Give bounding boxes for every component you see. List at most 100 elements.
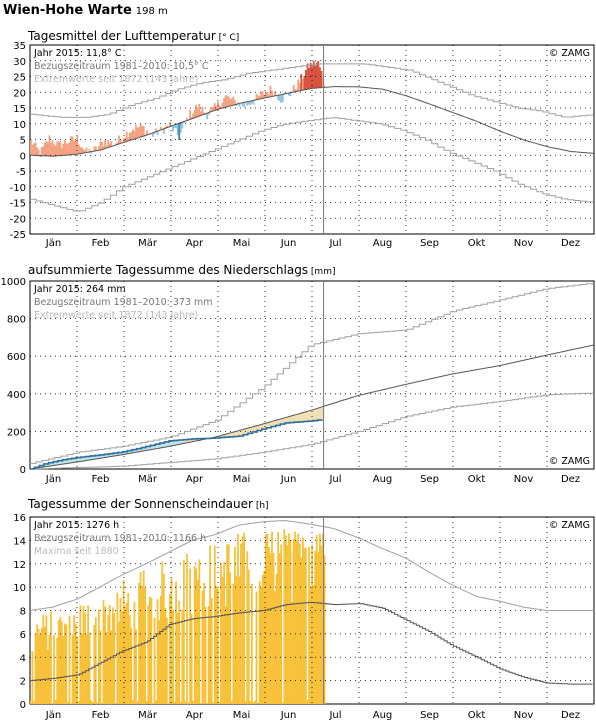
- precip-deficit-area: [184, 406, 324, 444]
- sunshine-bar: [84, 612, 86, 704]
- sunshine-bar: [128, 615, 131, 704]
- plot-frame: [29, 280, 595, 470]
- warm-anomaly-bar: [99, 141, 102, 151]
- x-tick-label: Jun: [280, 710, 297, 721]
- warm-anomaly-bar: [260, 92, 263, 99]
- warm-anomaly-bar: [305, 70, 307, 90]
- sunshine-bar: [53, 635, 55, 704]
- warm-anomaly-bar: [229, 99, 232, 107]
- y-tick-label: 800: [7, 315, 26, 326]
- sunshine-bar: [90, 700, 93, 704]
- warm-anomaly-bar: [274, 91, 276, 97]
- warm-anomaly-bar: [74, 140, 77, 155]
- sunshine-bar: [60, 621, 63, 704]
- x-tick-label: Mär: [138, 238, 158, 249]
- cold-anomaly-bar: [176, 124, 179, 136]
- warm-anomaly-bar: [196, 108, 199, 117]
- sunshine-bar: [244, 701, 247, 704]
- cold-anomaly-bar: [247, 101, 250, 105]
- sunshine-bar: [241, 536, 244, 704]
- y-tick-label: 20: [13, 88, 26, 99]
- sunshine-bar: [54, 700, 57, 704]
- warm-anomaly-bar: [257, 95, 259, 100]
- sunshine-bar: [312, 584, 315, 704]
- sunshine-bar: [183, 560, 185, 704]
- warm-anomaly-bar: [232, 96, 235, 106]
- y-tick-label: 14: [13, 536, 26, 547]
- sunshine-bar: [281, 702, 284, 704]
- y-tick-label: 12: [13, 560, 26, 571]
- warm-anomaly-bar: [36, 147, 39, 156]
- warm-anomaly-bar: [319, 67, 321, 88]
- sunshine-bar: [136, 701, 139, 704]
- precip-surplus-area: [30, 437, 213, 469]
- sunshine-bar: [76, 637, 79, 704]
- sunshine-bar: [40, 628, 43, 704]
- sunshine-bar: [173, 702, 176, 704]
- cold-anomaly-bar: [39, 155, 42, 157]
- x-tick-label: Jän: [45, 710, 61, 721]
- x-tick-label: Dez: [561, 238, 580, 249]
- sunshine-bar: [193, 565, 196, 704]
- warm-anomaly-bar: [62, 143, 65, 156]
- sunshine-bar: [71, 634, 74, 704]
- y-tick-label: 16: [13, 513, 26, 524]
- warm-anomaly-bar: [93, 146, 96, 152]
- warm-anomaly-bar: [84, 150, 86, 153]
- sunshine-bar: [166, 617, 168, 704]
- cold-anomaly-bar: [241, 102, 244, 106]
- cold-anomaly-bar: [280, 94, 283, 103]
- sunshine-bar: [272, 553, 275, 704]
- sunshine-bar: [246, 551, 249, 704]
- sunshine-bar: [107, 615, 110, 704]
- warm-anomaly-bar: [264, 92, 267, 98]
- cold-anomaly-bar: [156, 131, 159, 136]
- warm-anomaly-bar: [56, 141, 59, 156]
- y-tick-label: -20: [10, 214, 26, 225]
- y-tick-label: 10: [13, 583, 26, 594]
- x-tick-label: Mai: [233, 710, 251, 721]
- sunshine-bar: [201, 590, 204, 704]
- sunshine-bar: [286, 545, 289, 704]
- warm-anomaly-bar: [125, 131, 128, 142]
- cold-anomaly-bar: [187, 120, 190, 121]
- sunshine-bar: [91, 702, 94, 704]
- warm-anomaly-bar: [203, 112, 205, 115]
- warm-anomaly-bar: [312, 60, 315, 89]
- legend: Jahr 2015: 1276 h Bezugszeitraum 1981–201…: [33, 520, 206, 557]
- warm-anomaly-bar: [292, 85, 295, 93]
- warm-anomaly-bar: [88, 148, 91, 153]
- sunshine-bar: [311, 544, 313, 704]
- sunshine-bar: [238, 576, 241, 704]
- sunshine-bar: [79, 605, 82, 704]
- warm-anomaly-bar: [116, 142, 119, 145]
- sunshine-bar: [51, 703, 54, 704]
- x-tick-label: Jul: [328, 474, 341, 485]
- sunshine-bar: [186, 554, 188, 704]
- cold-anomaly-bar: [158, 130, 161, 132]
- sunshine-bar: [169, 594, 171, 704]
- y-tick-label: 30: [13, 57, 26, 68]
- sunshine-bar: [215, 585, 218, 704]
- sunshine-bar: [50, 611, 52, 704]
- warm-anomaly-bar: [317, 60, 320, 88]
- sunshine-bar: [249, 700, 252, 704]
- sunshine-bar: [65, 624, 68, 704]
- sunshine-bar: [36, 624, 38, 704]
- y-tick-label: 8: [20, 607, 26, 618]
- sunshine-bar: [275, 573, 278, 704]
- y-tick-label: 0: [20, 700, 26, 711]
- climate-mean-line: [29, 344, 595, 470]
- warm-anomaly-bar: [258, 96, 261, 100]
- sunshine-bar: [124, 606, 127, 704]
- sunshine-bar: [159, 595, 162, 704]
- sunshine-bar: [30, 700, 32, 704]
- sunshine-bar: [315, 535, 318, 704]
- station-title: Wien-Hohe Warte 198 m: [3, 3, 168, 18]
- sunshine-bar: [70, 703, 72, 704]
- sunshine-bar: [111, 607, 114, 704]
- sunshine-bar: [82, 606, 85, 704]
- warm-anomaly-bar: [190, 117, 193, 120]
- sunshine-bar: [213, 545, 216, 704]
- cold-anomaly-bar: [243, 102, 246, 108]
